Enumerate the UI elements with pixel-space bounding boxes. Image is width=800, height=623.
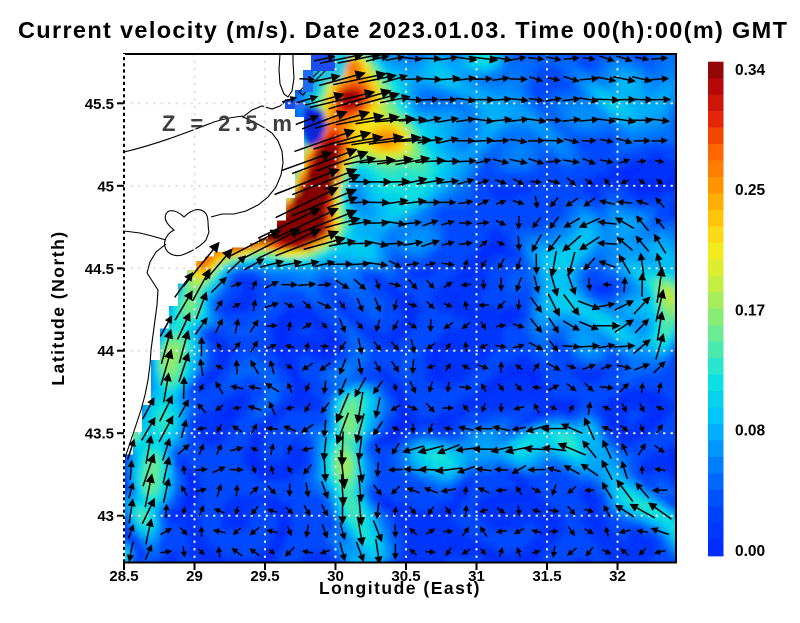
svg-text:31.5: 31.5	[532, 568, 561, 585]
svg-text:45: 45	[97, 178, 114, 195]
svg-text:Z = 2.5 m: Z = 2.5 m	[162, 111, 296, 136]
svg-text:0.25: 0.25	[735, 182, 766, 199]
svg-text:0.00: 0.00	[735, 543, 765, 560]
svg-text:Current velocity (m/s). Date 2: Current velocity (m/s). Date 2023.01.03.…	[18, 17, 788, 43]
svg-text:0.08: 0.08	[735, 423, 766, 440]
svg-text:31: 31	[468, 568, 485, 585]
svg-text:44.5: 44.5	[85, 261, 114, 278]
svg-text:45.5: 45.5	[85, 96, 114, 113]
svg-text:Longitude (East): Longitude (East)	[319, 578, 481, 598]
svg-text:Latitude (North): Latitude (North)	[48, 230, 68, 385]
svg-text:0.17: 0.17	[735, 302, 765, 319]
svg-text:43: 43	[97, 508, 114, 525]
svg-text:28.5: 28.5	[109, 568, 138, 585]
svg-text:43.5: 43.5	[85, 426, 114, 443]
svg-text:30: 30	[327, 568, 344, 585]
svg-text:30.5: 30.5	[391, 568, 420, 585]
svg-text:29: 29	[186, 568, 203, 585]
svg-text:44: 44	[97, 343, 114, 360]
svg-text:0.34: 0.34	[735, 62, 766, 79]
svg-text:29.5: 29.5	[250, 568, 279, 585]
svg-text:32: 32	[609, 568, 626, 585]
